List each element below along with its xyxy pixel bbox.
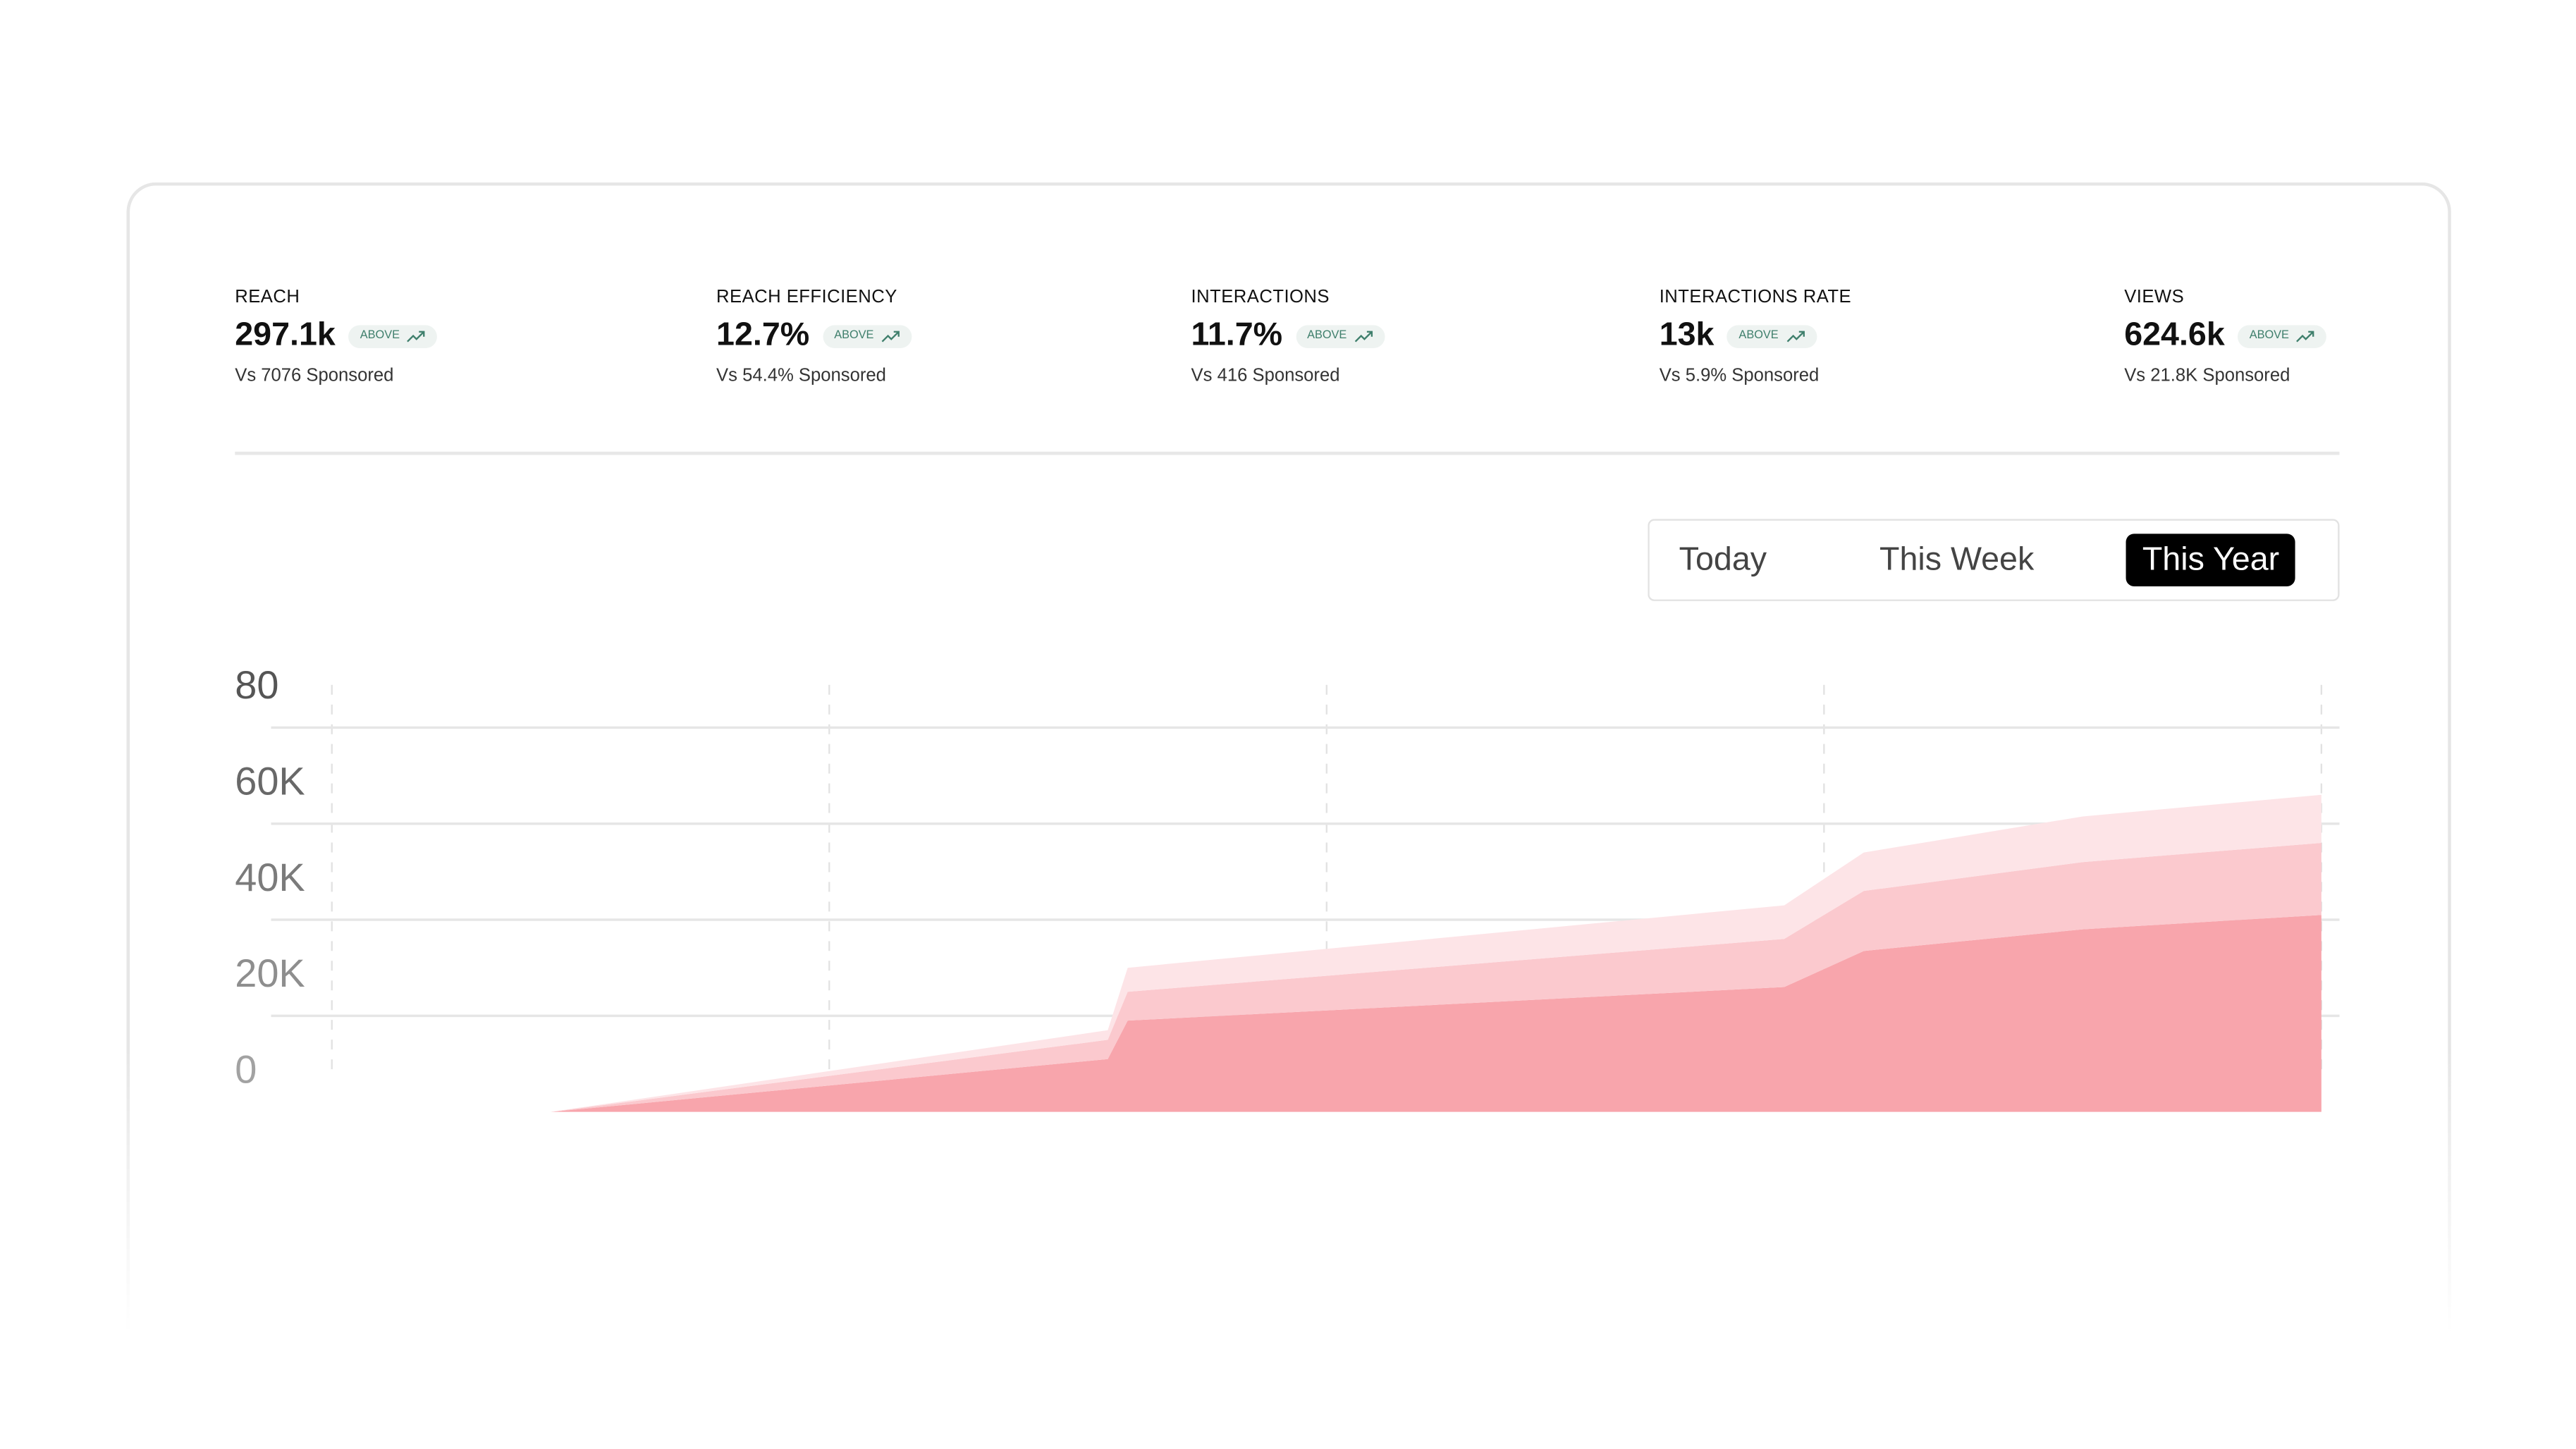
metric-row: 12.7% ABOVE: [716, 317, 912, 355]
metric: REACH 297.1k ABOVE Vs 7076 Sponsored: [235, 287, 438, 386]
metric-compare: Vs 54.4% Sponsored: [716, 366, 886, 386]
badge: ABOVE: [1727, 324, 1817, 347]
badge-text: ABOVE: [360, 330, 400, 342]
metric-row: 13k ABOVE: [1660, 317, 1851, 355]
tab[interactable]: This Year: [2126, 534, 2296, 586]
card: [126, 182, 2451, 1336]
tabs: Today This Week This Year: [1648, 519, 2340, 601]
tab[interactable]: This Week: [1879, 542, 2035, 579]
trend-icon: [881, 330, 900, 342]
y-tick-label: 20K: [235, 951, 305, 995]
y-tick-label: 60K: [235, 759, 305, 803]
metric-row: 624.6k ABOVE: [2124, 316, 2327, 355]
area: [551, 794, 2322, 1112]
badge-text: ABOVE: [834, 330, 874, 342]
metric-value: 13k: [1659, 316, 1715, 354]
badge-text: ABOVE: [1738, 330, 1779, 342]
badge: ABOVE: [2238, 324, 2327, 347]
metric-row: 297.1k ABOVE: [235, 316, 438, 355]
trend-icon: [2296, 330, 2315, 342]
y-tick-label: 40K: [235, 855, 305, 899]
divider: [235, 451, 2340, 455]
badge: ABOVE: [348, 324, 438, 347]
metric-compare: Vs 5.9% Sponsored: [1659, 366, 1820, 386]
y-tick-label: 0: [235, 1047, 257, 1092]
metric-label: VIEWS: [2124, 287, 2185, 307]
metric-label: REACH EFFICIENCY: [716, 287, 897, 307]
metric-label: INTERACTIONS: [1191, 287, 1330, 307]
metric: REACH EFFICIENCY 12.7% ABOVE Vs 54.4% Spons…: [716, 288, 912, 386]
trend-icon: [1354, 330, 1373, 342]
area: [551, 842, 2322, 1112]
trend-icon: [1786, 330, 1804, 342]
metric-label: INTERACTIONS RATE: [1659, 287, 1852, 307]
metric-compare: Vs 21.8K Sponsored: [2124, 366, 2290, 386]
metric-value: 12.7%: [716, 316, 810, 354]
y-tick-label: 80: [235, 662, 278, 707]
badge: ABOVE: [822, 324, 912, 347]
badge: ABOVE: [1295, 324, 1385, 347]
metric-value: 624.6k: [2124, 316, 2225, 354]
metric-compare: Vs 416 Sponsored: [1191, 366, 1340, 386]
metric-label: REACH: [235, 287, 300, 307]
metric: INTERACTIONS 11.7% ABOVE Vs 416 Sponsored: [1191, 288, 1385, 386]
badge-text: ABOVE: [1307, 330, 1347, 342]
metric-compare: Vs 7076 Sponsored: [235, 366, 394, 386]
area: [551, 915, 2322, 1112]
metric: VIEWS 624.6k ABOVE Vs 21.8K Sponsored: [2124, 287, 2327, 386]
metric-row: 11.7% ABOVE: [1191, 317, 1385, 355]
metric: INTERACTIONS RATE 13k ABOVE Vs 5.9% Sponsor…: [1660, 288, 1851, 386]
tab[interactable]: Today: [1679, 542, 1767, 579]
metric-value: 297.1k: [235, 316, 336, 354]
metric-value: 11.7%: [1191, 316, 1283, 354]
badge-text: ABOVE: [2249, 330, 2289, 342]
trend-icon: [407, 330, 426, 342]
